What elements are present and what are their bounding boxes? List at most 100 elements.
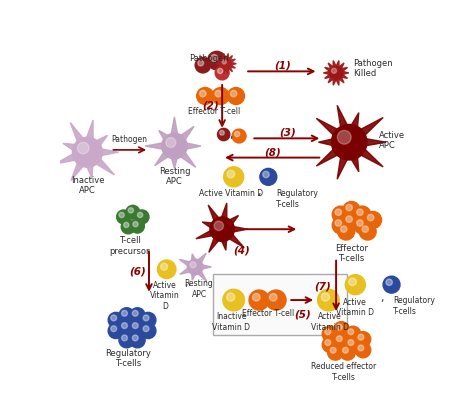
Text: Resting
APC: Resting APC [185,279,213,299]
Circle shape [346,275,365,295]
Text: Pathogen: Pathogen [112,135,148,144]
Circle shape [266,290,286,310]
Circle shape [383,276,400,293]
Circle shape [161,263,168,270]
Circle shape [119,320,134,335]
Circle shape [332,206,349,223]
Circle shape [162,133,187,159]
Circle shape [365,212,382,228]
Text: Inactive
Vitamin D: Inactive Vitamin D [212,312,250,332]
Text: Regulatory
T-cells: Regulatory T-cells [105,349,151,368]
Circle shape [343,347,348,353]
Circle shape [157,260,176,278]
Circle shape [198,60,204,66]
Text: (3): (3) [279,127,296,137]
Circle shape [330,347,336,353]
Circle shape [331,124,367,160]
Circle shape [111,326,117,332]
Text: Active Vitamin D: Active Vitamin D [199,189,264,198]
Circle shape [140,312,156,328]
Circle shape [356,342,371,358]
Circle shape [346,326,361,342]
Text: Pathogen: Pathogen [189,54,229,63]
Circle shape [208,51,226,70]
Circle shape [221,59,231,69]
Text: (8): (8) [264,147,281,157]
Circle shape [332,217,349,234]
Circle shape [325,339,331,345]
Circle shape [130,219,145,233]
Circle shape [263,171,269,178]
Circle shape [197,88,214,105]
Text: Reduced effector
T-cells: Reduced effector T-cells [311,362,376,382]
Circle shape [130,320,145,335]
Polygon shape [316,105,386,179]
Circle shape [121,323,128,329]
Circle shape [214,221,223,231]
Circle shape [132,310,138,316]
Text: ,: , [229,129,233,139]
Circle shape [356,209,363,215]
Circle shape [235,132,240,137]
Circle shape [325,329,331,335]
Circle shape [348,339,354,345]
Circle shape [135,210,149,224]
Circle shape [367,215,374,221]
Circle shape [212,88,229,105]
Circle shape [190,262,196,268]
Circle shape [224,167,244,187]
Circle shape [358,334,364,340]
Circle shape [73,137,102,167]
Text: Inactive
APC: Inactive APC [71,176,104,195]
Circle shape [253,293,260,301]
Text: T-cell
precursor: T-cell precursor [109,236,150,256]
Text: ,: , [184,278,188,288]
Circle shape [111,315,117,321]
Circle shape [359,223,376,240]
Text: (7): (7) [314,281,330,291]
Text: Resting
APC: Resting APC [159,167,190,186]
Circle shape [249,290,269,310]
Circle shape [330,66,342,79]
Circle shape [348,329,354,335]
Text: (2): (2) [202,100,219,110]
Circle shape [121,310,128,316]
Circle shape [356,220,363,226]
Circle shape [130,332,145,348]
Circle shape [337,130,351,144]
Circle shape [117,210,130,224]
Circle shape [121,335,128,341]
Circle shape [321,293,329,301]
Polygon shape [323,61,349,85]
Circle shape [219,130,224,135]
Circle shape [322,326,337,342]
Circle shape [358,345,364,351]
Circle shape [346,337,361,352]
Circle shape [230,90,237,97]
Circle shape [119,308,134,323]
Circle shape [343,213,360,230]
Polygon shape [216,54,237,74]
Circle shape [200,90,206,97]
Circle shape [210,217,234,242]
Circle shape [126,205,140,219]
Circle shape [337,223,355,240]
Circle shape [218,68,223,73]
Circle shape [210,54,218,61]
Circle shape [223,289,245,311]
Text: Effector T-cell: Effector T-cell [188,107,241,116]
Circle shape [346,216,352,222]
Circle shape [354,206,371,223]
Text: Regulatory
T-cells: Regulatory T-cells [276,189,318,209]
Text: (4): (4) [233,245,250,255]
Circle shape [215,90,221,97]
Circle shape [143,326,149,332]
Circle shape [108,312,124,328]
Text: Effector T-cell: Effector T-cell [242,309,294,318]
Circle shape [334,333,349,349]
Text: Effector
T-cells: Effector T-cells [335,244,368,263]
Circle shape [269,293,277,301]
Circle shape [227,170,235,178]
Polygon shape [196,203,247,252]
Text: (5): (5) [294,310,310,320]
